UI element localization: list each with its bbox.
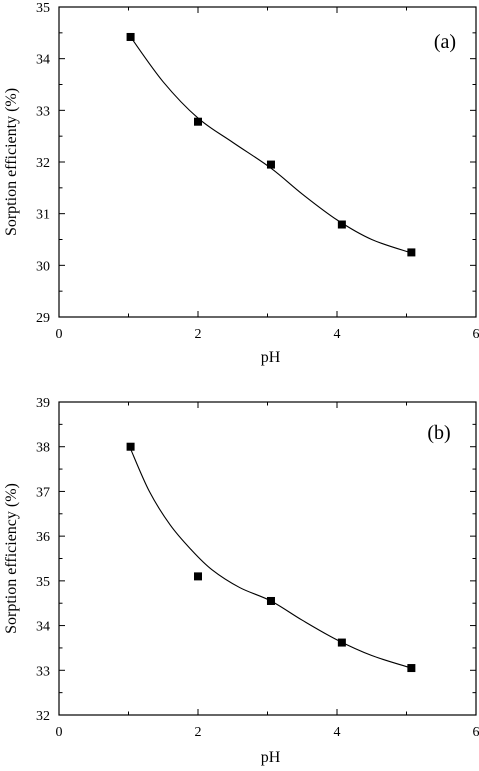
data-point-marker bbox=[407, 248, 416, 257]
data-point-marker bbox=[126, 442, 135, 451]
x-axis-title: pH bbox=[261, 349, 281, 366]
y-tick-label: 39 bbox=[36, 396, 50, 411]
y-tick-label: 30 bbox=[36, 259, 50, 274]
panel-label: (b) bbox=[427, 422, 450, 444]
panel-label: (a) bbox=[434, 31, 456, 53]
y-axis-title: Sorption efficiency (%) bbox=[3, 483, 20, 634]
fit-curve bbox=[130, 448, 412, 669]
x-tick-label: 0 bbox=[56, 327, 63, 342]
y-tick-label: 29 bbox=[36, 311, 50, 326]
panel-b: 0 2 4 6 32 33 34 35 36 37 38 39 pH Sorption efficienc… bbox=[3, 396, 479, 766]
x-tick-label: 2 bbox=[195, 327, 202, 342]
y-axis-title: Sorption efficienty (%) bbox=[3, 88, 20, 236]
y-tick-label: 32 bbox=[36, 709, 50, 724]
y-tick-label: 36 bbox=[36, 530, 50, 545]
y-tick-label: 34 bbox=[36, 620, 50, 635]
y-tick-label: 37 bbox=[36, 485, 50, 500]
x-tick-label: 6 bbox=[473, 327, 479, 342]
x-tick-label: 0 bbox=[56, 725, 63, 740]
y-tick-label: 31 bbox=[36, 208, 50, 223]
y-tick-label: 34 bbox=[36, 53, 50, 68]
y-tick-label: 32 bbox=[36, 156, 50, 171]
y-tick-label: 33 bbox=[36, 664, 50, 679]
y-tick-label: 38 bbox=[36, 441, 50, 456]
x-tick-label: 6 bbox=[473, 725, 479, 740]
data-point-marker bbox=[126, 32, 135, 41]
data-point-marker bbox=[194, 572, 202, 581]
data-point-marker bbox=[266, 160, 275, 169]
y-tick-label: 33 bbox=[36, 104, 50, 119]
data-point-marker bbox=[337, 638, 346, 647]
fit-curve bbox=[130, 36, 412, 254]
data-point-marker bbox=[266, 596, 275, 605]
data-point-marker bbox=[194, 117, 202, 126]
x-tick-label: 4 bbox=[334, 725, 341, 740]
x-tick-label: 2 bbox=[195, 725, 202, 740]
x-axis-title: pH bbox=[261, 749, 281, 766]
panel-a: 0 2 4 6 29 30 31 32 33 34 35 pH Sorption efficienty … bbox=[3, 1, 479, 366]
x-tick-label: 4 bbox=[334, 327, 341, 342]
data-point-marker bbox=[337, 220, 346, 229]
data-point-marker bbox=[407, 664, 416, 673]
y-tick-label: 35 bbox=[36, 575, 50, 590]
y-tick-label: 35 bbox=[36, 1, 50, 16]
